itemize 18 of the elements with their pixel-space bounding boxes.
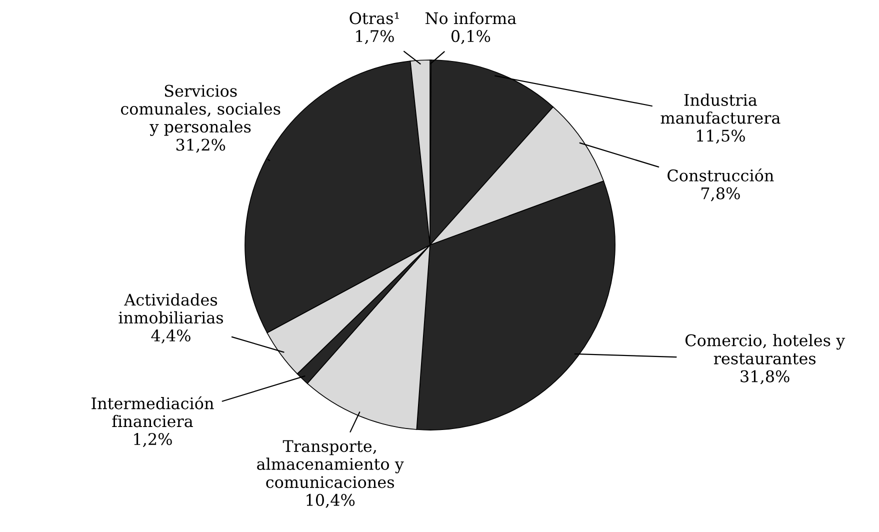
data-label: 1,2% [134,433,172,448]
data-label: 31,8% [740,370,790,384]
data-label: 0,1% [451,30,490,44]
slice-label: Servicios comunales, sociales y personales [120,84,280,136]
data-label: 11,5% [697,130,745,144]
data-label: 4,4% [151,329,190,344]
slice-label: Construcción [668,168,774,182]
data-label: 31,2% [176,138,226,153]
data-label: 7,8% [702,187,740,202]
slice-label: Comercio, hoteles y restaurantes [685,334,846,364]
slice-label: Actividades inmobiliarias [118,293,224,324]
slice-label: Intermediación financiera [92,396,214,428]
slice-label: No informa [426,12,516,24]
slice-label: Otras¹ [350,12,399,24]
data-label: 1,7% [356,30,394,44]
slice-label: Transporte, almacenamiento y comunicaciones [257,440,404,488]
slice-label: Industria manufacturera [660,94,780,124]
data-label: 10,4% [306,494,355,508]
